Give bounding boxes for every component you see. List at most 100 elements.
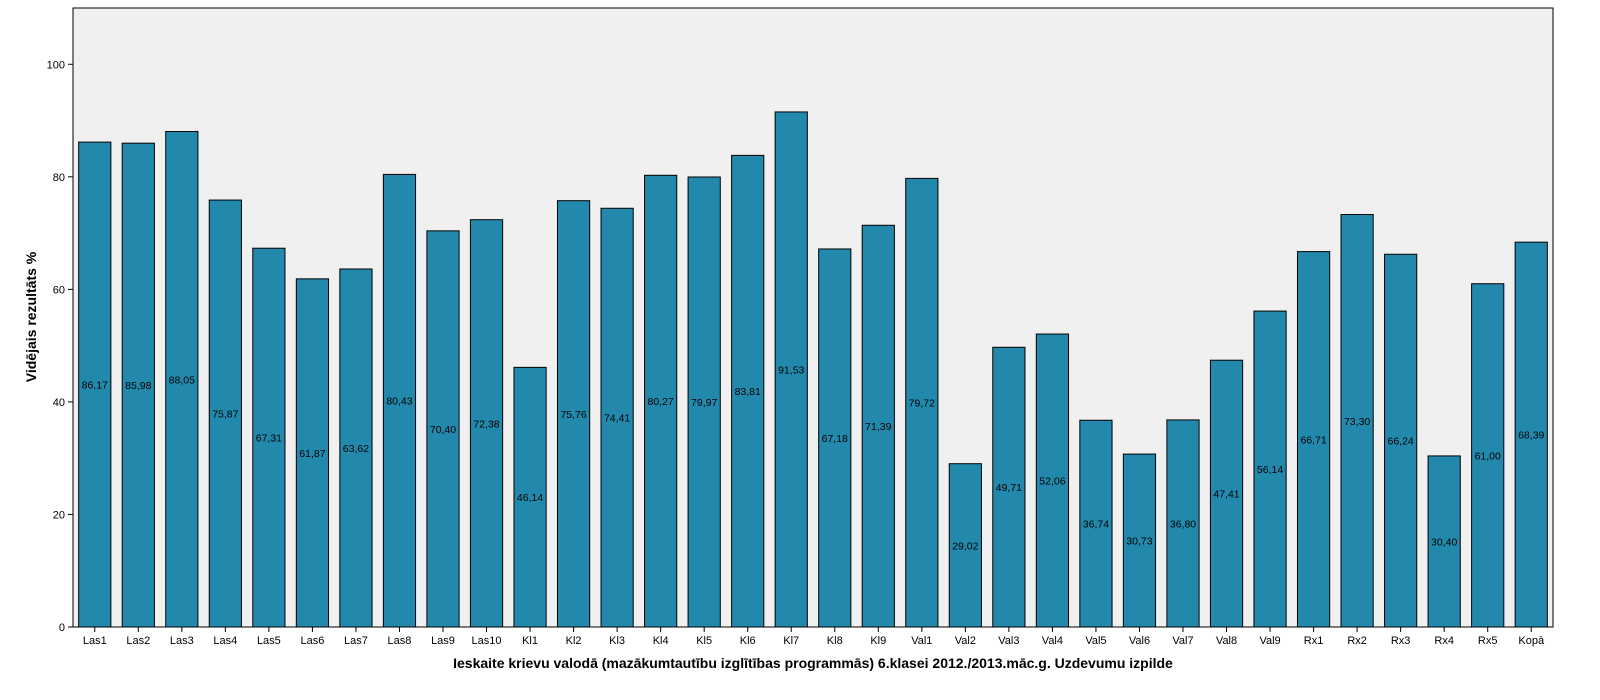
x-axis-title: Ieskaite krievu valodā (mazākumtautību i… [453, 655, 1173, 671]
bar [1122, 453, 1157, 628]
x-tick-label: Val9 [1259, 635, 1280, 647]
bar [861, 224, 895, 628]
data-label: 85,98 [125, 380, 151, 392]
x-tick-label: Kl4 [653, 635, 669, 647]
x-tick-label: Rx1 [1304, 635, 1324, 647]
data-label: 49,71 [996, 482, 1022, 494]
bar [1166, 419, 1200, 628]
data-label: 72,38 [473, 418, 499, 430]
bar [556, 200, 591, 628]
x-tick-label: Rx5 [1478, 635, 1498, 647]
bar [1514, 241, 1548, 628]
bars-group: 86,17 85,98 88,05 75,87 67,31 61,87 63,62 80,43… [78, 111, 1548, 628]
x-tick-label: Las5 [257, 635, 281, 647]
x-tick-label: Kl7 [783, 635, 799, 647]
data-label: 46,14 [517, 492, 543, 504]
bar [1209, 359, 1244, 628]
x-tick-label: Kl3 [609, 635, 625, 647]
data-label: 36,74 [1083, 519, 1109, 531]
data-label: 68,39 [1518, 430, 1544, 442]
x-tick-label: Val8 [1216, 635, 1237, 647]
bar [252, 247, 286, 628]
bar [208, 199, 242, 628]
bar [1427, 455, 1461, 628]
x-tick-label: Val1 [911, 635, 932, 647]
bar [165, 131, 199, 628]
x-tick-label: Kl1 [522, 635, 538, 647]
bar [339, 268, 373, 628]
x-tick-label: Val3 [998, 635, 1019, 647]
data-label: 75,76 [560, 409, 586, 421]
bar [382, 173, 417, 628]
data-label: 66,71 [1300, 434, 1326, 446]
y-axis: 0 20 40 60 80 100 [47, 59, 73, 634]
bar [1296, 251, 1331, 628]
data-label: 83,81 [735, 386, 761, 398]
bar [818, 248, 852, 628]
data-label: 71,39 [865, 421, 891, 433]
data-label: 63,62 [343, 443, 369, 455]
x-tick-label: Las6 [300, 635, 324, 647]
data-label: 88,05 [169, 374, 195, 386]
bar [774, 111, 808, 628]
y-axis-title: Vidējais rezultāts % [23, 251, 39, 382]
bar [121, 142, 155, 628]
y-tick-label: 100 [47, 59, 65, 71]
y-tick-label: 40 [53, 397, 65, 409]
data-label: 80,43 [386, 396, 412, 408]
x-tick-label: Las1 [83, 635, 107, 647]
data-label: 61,87 [299, 448, 325, 460]
data-label: 66,24 [1388, 436, 1414, 448]
x-tick-label: Las2 [126, 635, 150, 647]
data-label: 74,41 [604, 413, 630, 425]
bar [905, 177, 939, 628]
x-tick-label: Val4 [1042, 635, 1063, 647]
data-label: 47,41 [1213, 489, 1239, 501]
x-tick-label: Las9 [431, 635, 455, 647]
data-label: 30,40 [1431, 536, 1457, 548]
x-tick-label: Kl2 [566, 635, 582, 647]
bar [644, 174, 678, 628]
x-tick-label: Kl6 [740, 635, 756, 647]
x-tick-label: Las10 [472, 635, 502, 647]
bar [1253, 310, 1287, 628]
data-label: 61,00 [1475, 450, 1501, 462]
bar [600, 207, 634, 628]
x-tick-label: Rx3 [1391, 635, 1411, 647]
x-axis: Las1 Las2 Las3 Las4 Las5 Las6 Las7 Las8 Las9 Las1… [83, 627, 1545, 647]
y-tick-label: 20 [53, 509, 65, 521]
data-label: 56,14 [1257, 464, 1283, 476]
x-tick-label: Val7 [1172, 635, 1193, 647]
bar [426, 230, 460, 628]
data-label: 80,27 [648, 396, 674, 408]
data-label: 79,72 [909, 398, 935, 410]
data-label: 67,18 [822, 433, 848, 445]
data-label: 75,87 [212, 409, 238, 421]
bar [687, 176, 721, 628]
data-label: 52,06 [1039, 476, 1065, 488]
x-tick-label: Las8 [388, 635, 412, 647]
bar [992, 346, 1026, 628]
data-label: 73,30 [1344, 416, 1370, 428]
bar [295, 278, 330, 628]
x-tick-label: Rx4 [1434, 635, 1454, 647]
x-tick-label: Val6 [1129, 635, 1150, 647]
x-tick-label: Kopā [1518, 635, 1545, 647]
bar [1471, 283, 1505, 628]
data-label: 67,31 [256, 433, 282, 445]
x-tick-label: Rx2 [1347, 635, 1367, 647]
bar [1079, 419, 1113, 628]
x-tick-label: Kl9 [870, 635, 886, 647]
x-tick-label: Las4 [213, 635, 237, 647]
bar [731, 154, 765, 628]
data-label: 70,40 [430, 424, 456, 436]
data-label: 30,73 [1126, 536, 1152, 548]
x-tick-label: Las3 [170, 635, 194, 647]
x-tick-label: Val5 [1085, 635, 1106, 647]
data-label: 91,53 [778, 364, 804, 376]
plot-area [72, 7, 1554, 628]
x-tick-label: Kl5 [696, 635, 712, 647]
x-tick-label: Las7 [344, 635, 368, 647]
y-tick-label: 80 [53, 172, 65, 184]
y-tick-label: 60 [53, 284, 65, 296]
